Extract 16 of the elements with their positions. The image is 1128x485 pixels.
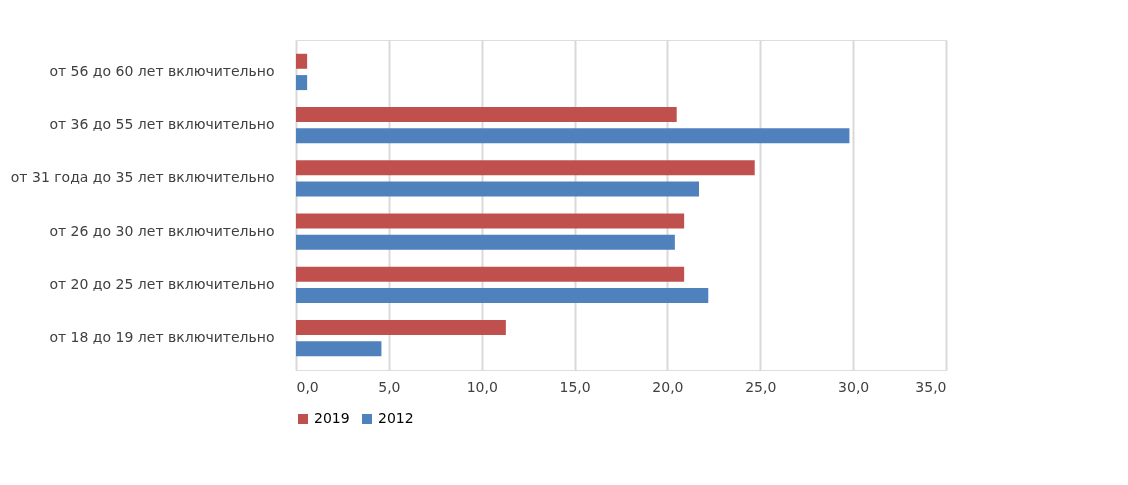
y-tick-label: от 26 до 30 лет включительно (49, 222, 275, 239)
y-tick-label: от 18 до 19 лет включительно (49, 329, 275, 346)
x-tick-label: 20,0 (652, 378, 684, 395)
legend-label: 2012 (378, 410, 414, 426)
x-tick-label: 15,0 (559, 378, 591, 395)
y-tick-label: от 20 до 25 лет включительно (49, 275, 275, 292)
x-tick-label: 5,0 (378, 378, 401, 395)
y-tick-label: от 36 до 55 лет включительно (49, 116, 275, 133)
x-tick-label: 35,0 (915, 378, 947, 395)
x-tick-label: 30,0 (838, 378, 870, 395)
y-tick-label: от 56 до 60 лет включительно (49, 62, 275, 79)
x-tick-label: 0,0 (296, 378, 319, 395)
x-tick-label: 10,0 (466, 378, 498, 395)
y-tick-label: от 31 года до 35 лет включительно (10, 169, 275, 186)
legend-label: 2019 (314, 410, 350, 426)
x-tick-label: 25,0 (745, 378, 777, 395)
